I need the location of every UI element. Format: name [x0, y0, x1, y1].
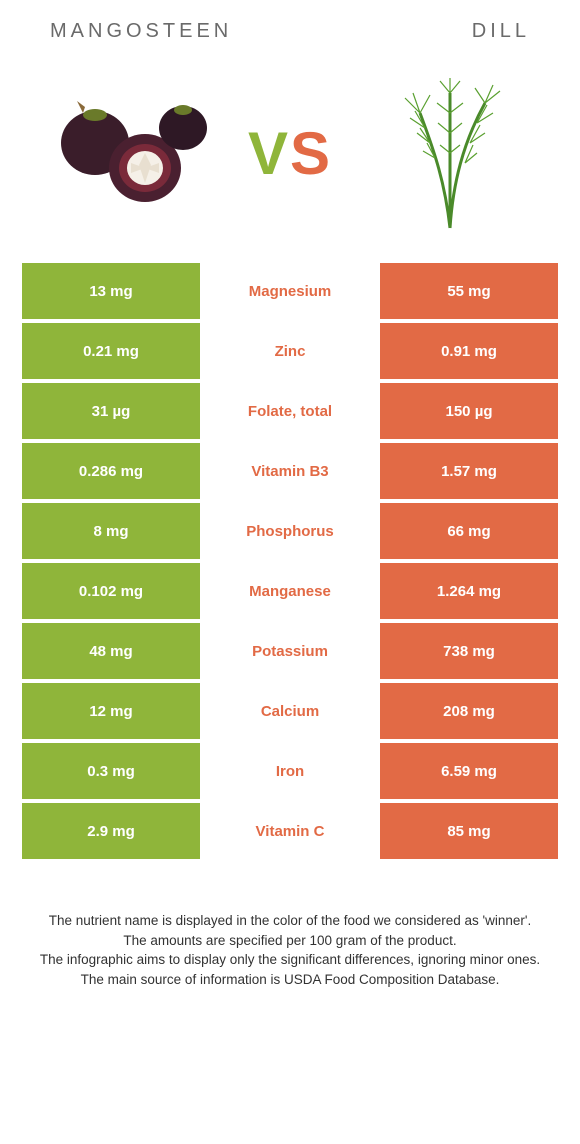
title-right: Dill — [472, 20, 530, 43]
cell-left-value: 0.102 mg — [22, 563, 200, 619]
header-row: Mangosteen Dill — [0, 0, 580, 53]
cell-nutrient-label: Phosphorus — [200, 503, 380, 559]
table-row: 48 mgPotassium738 mg — [22, 623, 558, 679]
cell-left-value: 0.286 mg — [22, 443, 200, 499]
table-row: 8 mgPhosphorus66 mg — [22, 503, 558, 559]
mangosteen-icon — [45, 73, 215, 233]
cell-right-value: 6.59 mg — [380, 743, 558, 799]
footer-line-1: The nutrient name is displayed in the co… — [30, 911, 550, 931]
table-row: 13 mgMagnesium55 mg — [22, 263, 558, 319]
cell-nutrient-label: Folate, total — [200, 383, 380, 439]
cell-right-value: 85 mg — [380, 803, 558, 859]
cell-right-value: 150 µg — [380, 383, 558, 439]
cell-right-value: 55 mg — [380, 263, 558, 319]
cell-left-value: 13 mg — [22, 263, 200, 319]
dill-icon — [365, 73, 535, 233]
vs-label: VS — [248, 119, 332, 188]
vs-v: V — [248, 120, 290, 187]
cell-nutrient-label: Magnesium — [200, 263, 380, 319]
cell-left-value: 48 mg — [22, 623, 200, 679]
table-row: 0.21 mgZinc0.91 mg — [22, 323, 558, 379]
cell-right-value: 738 mg — [380, 623, 558, 679]
cell-left-value: 8 mg — [22, 503, 200, 559]
cell-nutrient-label: Iron — [200, 743, 380, 799]
cell-nutrient-label: Calcium — [200, 683, 380, 739]
cell-nutrient-label: Manganese — [200, 563, 380, 619]
footer-line-2: The amounts are specified per 100 gram o… — [30, 931, 550, 951]
title-left: Mangosteen — [50, 20, 232, 43]
footer-line-4: The main source of information is USDA F… — [30, 970, 550, 990]
cell-right-value: 1.57 mg — [380, 443, 558, 499]
table-row: 0.286 mgVitamin B31.57 mg — [22, 443, 558, 499]
footer-line-3: The infographic aims to display only the… — [30, 950, 550, 970]
cell-right-value: 66 mg — [380, 503, 558, 559]
table-row: 0.3 mgIron6.59 mg — [22, 743, 558, 799]
nutrient-table: 13 mgMagnesium55 mg0.21 mgZinc0.91 mg31 … — [0, 263, 580, 859]
images-row: VS — [0, 53, 580, 263]
cell-left-value: 2.9 mg — [22, 803, 200, 859]
table-row: 31 µgFolate, total150 µg — [22, 383, 558, 439]
cell-nutrient-label: Potassium — [200, 623, 380, 679]
table-row: 2.9 mgVitamin C85 mg — [22, 803, 558, 859]
table-row: 0.102 mgManganese1.264 mg — [22, 563, 558, 619]
cell-right-value: 0.91 mg — [380, 323, 558, 379]
cell-left-value: 31 µg — [22, 383, 200, 439]
cell-nutrient-label: Vitamin B3 — [200, 443, 380, 499]
cell-left-value: 12 mg — [22, 683, 200, 739]
footer-text: The nutrient name is displayed in the co… — [0, 863, 580, 989]
cell-right-value: 1.264 mg — [380, 563, 558, 619]
cell-left-value: 0.21 mg — [22, 323, 200, 379]
cell-left-value: 0.3 mg — [22, 743, 200, 799]
table-row: 12 mgCalcium208 mg — [22, 683, 558, 739]
cell-right-value: 208 mg — [380, 683, 558, 739]
cell-nutrient-label: Vitamin C — [200, 803, 380, 859]
mangosteen-image — [40, 68, 220, 238]
dill-image — [360, 68, 540, 238]
vs-s: S — [290, 120, 332, 187]
cell-nutrient-label: Zinc — [200, 323, 380, 379]
